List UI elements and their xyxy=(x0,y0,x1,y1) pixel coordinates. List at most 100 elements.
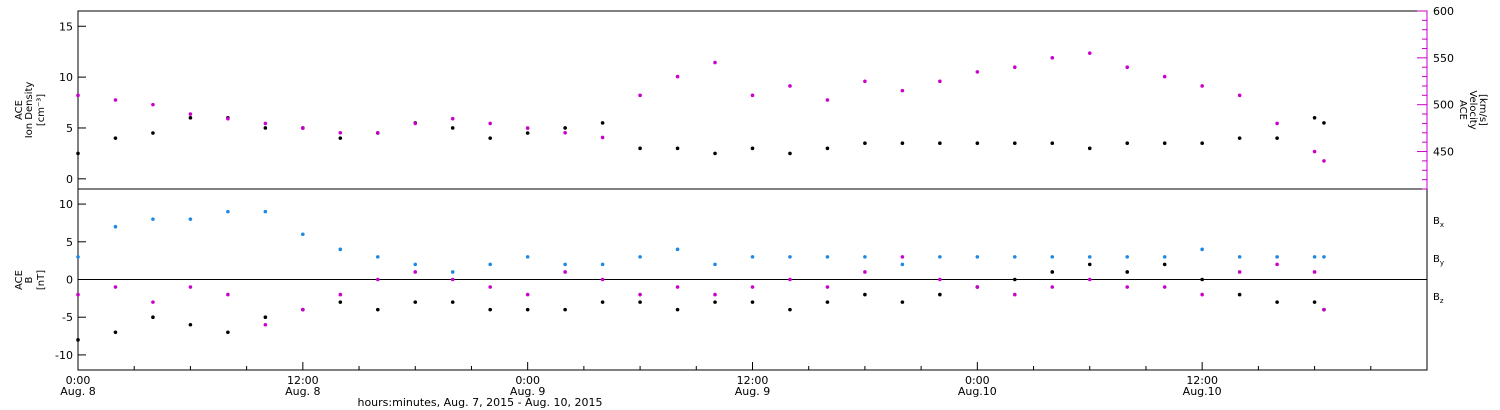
x-axis-label: hours:minutes, Aug. 7, 2015 - Aug. 10, 2… xyxy=(357,396,602,409)
bx-point xyxy=(488,307,492,312)
bx-point xyxy=(938,292,942,297)
by-point xyxy=(1312,255,1317,259)
by-point xyxy=(600,262,605,267)
top-panel-frame xyxy=(77,10,1428,190)
bottom-ytick-label: -10 xyxy=(55,349,73,362)
bz-point xyxy=(563,270,567,274)
bz-point xyxy=(750,285,755,289)
bz-point xyxy=(375,277,380,282)
velocity-point xyxy=(1125,65,1130,70)
bx-point xyxy=(1237,292,1242,297)
by-point xyxy=(638,255,642,259)
by-point xyxy=(413,262,418,267)
bx-point xyxy=(151,315,155,320)
density-point xyxy=(1125,141,1130,146)
by-point xyxy=(975,255,980,259)
bx-point xyxy=(713,300,717,304)
by-point xyxy=(375,255,380,259)
by-point xyxy=(938,255,942,259)
x-tick-time-label: 12:00 xyxy=(1186,374,1218,387)
x-tick-date-label: Aug.10 xyxy=(1183,385,1222,398)
x-tick-time-label: 12:00 xyxy=(287,374,319,387)
velocity-point xyxy=(525,126,530,130)
by-point xyxy=(1275,255,1279,259)
by-point xyxy=(113,224,118,229)
bx-point xyxy=(1087,262,1092,267)
bx-point xyxy=(113,330,118,335)
bz-point xyxy=(525,292,530,297)
bottom-ytick-label: 0 xyxy=(66,274,73,287)
by-point xyxy=(713,262,717,267)
bx-point xyxy=(638,300,642,304)
top-right-ytick-label: 450 xyxy=(1433,146,1454,159)
bz-point xyxy=(675,285,680,289)
density-point xyxy=(600,121,605,125)
bx-point xyxy=(375,307,380,312)
bx-point xyxy=(450,300,455,304)
density-point xyxy=(151,131,155,135)
velocity-point xyxy=(151,102,155,107)
velocity-point xyxy=(188,112,193,116)
by-point xyxy=(76,255,80,259)
density-point xyxy=(113,136,118,140)
bz-point xyxy=(413,270,418,274)
density-point xyxy=(1162,141,1167,146)
velocity-point xyxy=(1322,159,1326,163)
velocity-point xyxy=(1237,93,1242,98)
bz-point xyxy=(1275,262,1279,267)
bx-point xyxy=(1125,270,1130,274)
by-point xyxy=(188,217,193,221)
x-tick-time-label: 0:00 xyxy=(66,374,91,387)
bz-point xyxy=(638,292,642,297)
b-legend: Bx By Bz xyxy=(1433,216,1444,305)
by-point xyxy=(1087,255,1092,259)
velocity-point xyxy=(1200,84,1204,88)
density-point xyxy=(1275,136,1279,140)
bx-point xyxy=(263,315,268,320)
bx-point xyxy=(563,307,567,312)
bz-point xyxy=(301,307,305,312)
bz-point xyxy=(1237,270,1242,274)
bx-point xyxy=(1312,300,1317,304)
top-right-ytick-label: 550 xyxy=(1433,52,1454,65)
density-point xyxy=(1312,116,1317,120)
by-point xyxy=(1125,255,1130,259)
velocity-point xyxy=(450,116,455,121)
velocity-point xyxy=(1087,51,1092,55)
bz-point xyxy=(1312,270,1317,274)
bx-point xyxy=(750,300,755,304)
x-tick-date-label: Aug. 9 xyxy=(510,385,545,398)
x-tick-time-label: 0:00 xyxy=(515,374,540,387)
density-point xyxy=(750,146,755,151)
density-point xyxy=(1237,136,1242,140)
by-point xyxy=(563,262,567,267)
density-point xyxy=(488,136,492,140)
by-point xyxy=(226,209,230,214)
velocity-point xyxy=(675,74,680,79)
bx-point xyxy=(1275,300,1279,304)
bz-point xyxy=(226,292,230,297)
density-point xyxy=(263,126,268,130)
legend-bx: Bx xyxy=(1433,216,1444,229)
velocity-point xyxy=(488,121,492,126)
bz-point xyxy=(825,285,830,289)
density-point xyxy=(1013,141,1017,146)
density-point xyxy=(938,141,942,146)
top-left-ylabel: ACE Ion Density [cm⁻³] xyxy=(14,82,47,139)
density-point xyxy=(1322,121,1326,125)
by-point xyxy=(151,217,155,221)
density-point xyxy=(563,126,567,130)
velocity-point xyxy=(563,130,567,135)
velocity-point xyxy=(638,93,642,98)
bz-point xyxy=(338,292,343,297)
velocity-point xyxy=(226,116,230,121)
top-right-ylabel-line3: [km/s] xyxy=(1477,94,1488,126)
by-point xyxy=(488,262,492,267)
by-point xyxy=(450,270,455,274)
velocity-point xyxy=(863,79,867,84)
bz-point xyxy=(1322,307,1326,312)
velocity-point xyxy=(1275,121,1279,126)
velocity-point xyxy=(338,130,343,135)
